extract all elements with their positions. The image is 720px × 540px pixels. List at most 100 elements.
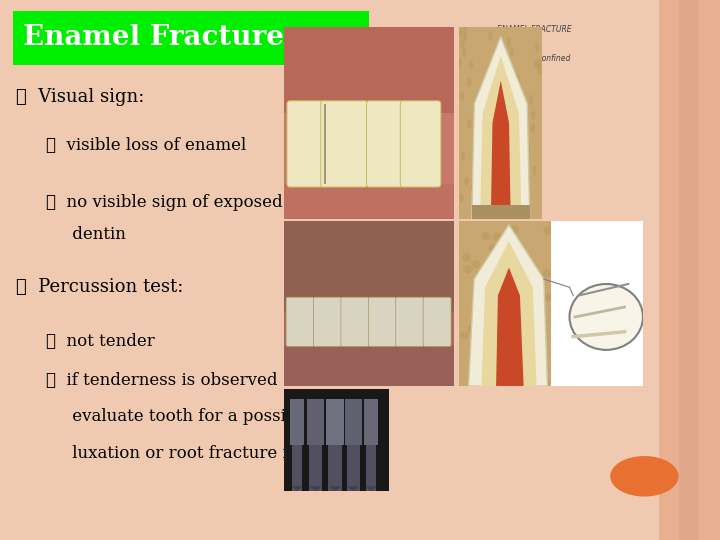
Circle shape (462, 253, 471, 262)
Circle shape (493, 158, 498, 167)
Circle shape (461, 152, 465, 161)
Circle shape (534, 59, 539, 69)
Bar (459, 221, 552, 386)
Bar (328, 445, 342, 491)
Circle shape (496, 324, 505, 332)
FancyBboxPatch shape (400, 101, 441, 187)
Circle shape (506, 205, 510, 214)
Circle shape (544, 226, 552, 234)
Bar (289, 399, 305, 445)
Polygon shape (469, 225, 547, 386)
Circle shape (467, 77, 472, 87)
Bar (292, 445, 302, 491)
Polygon shape (472, 37, 530, 219)
Circle shape (490, 162, 494, 172)
Circle shape (518, 92, 522, 102)
Circle shape (488, 244, 498, 252)
Circle shape (513, 296, 522, 304)
Circle shape (516, 74, 520, 84)
Circle shape (482, 144, 485, 153)
Circle shape (531, 123, 535, 133)
Circle shape (508, 181, 512, 191)
Circle shape (510, 47, 514, 57)
Circle shape (489, 303, 498, 312)
Text: ✓  no visible sign of exposed: ✓ no visible sign of exposed (46, 194, 283, 211)
Polygon shape (480, 56, 521, 219)
Text: ➤  Percussion test:: ➤ Percussion test: (17, 278, 184, 296)
Circle shape (516, 305, 526, 313)
Text: luxation or root fracture injury: luxation or root fracture injury (46, 444, 332, 462)
Circle shape (467, 119, 472, 129)
Text: A fracture confined
structure.: A fracture confined structure. (498, 54, 571, 73)
Circle shape (470, 184, 474, 193)
Polygon shape (328, 486, 342, 491)
Polygon shape (496, 267, 523, 386)
Bar (552, 221, 643, 386)
Circle shape (507, 37, 511, 47)
Circle shape (532, 166, 536, 176)
Circle shape (488, 32, 492, 41)
Circle shape (542, 269, 552, 278)
FancyBboxPatch shape (341, 297, 369, 347)
Circle shape (460, 92, 464, 102)
Circle shape (521, 176, 526, 185)
Polygon shape (482, 241, 536, 386)
Circle shape (483, 117, 487, 126)
Circle shape (526, 173, 531, 183)
Polygon shape (310, 486, 322, 491)
Circle shape (533, 304, 542, 313)
Circle shape (539, 360, 547, 368)
Circle shape (495, 63, 499, 73)
Bar (13, 11, 369, 65)
Circle shape (485, 202, 489, 211)
Circle shape (459, 331, 469, 339)
Polygon shape (347, 486, 359, 491)
Circle shape (508, 336, 516, 345)
Circle shape (517, 249, 526, 258)
Circle shape (476, 292, 485, 300)
Text: ENAMEL FRACTURE: ENAMEL FRACTURE (498, 25, 572, 34)
Circle shape (490, 371, 499, 380)
Bar (310, 445, 322, 491)
Circle shape (487, 192, 491, 201)
Text: ✓  visible loss of enamel: ✓ visible loss of enamel (46, 137, 246, 154)
Circle shape (514, 130, 518, 139)
Circle shape (483, 306, 492, 314)
Circle shape (532, 360, 541, 369)
FancyBboxPatch shape (396, 297, 423, 347)
Circle shape (501, 370, 510, 379)
Circle shape (503, 179, 507, 188)
Circle shape (479, 87, 483, 97)
Circle shape (538, 65, 541, 75)
Bar (284, 184, 454, 219)
Circle shape (537, 59, 541, 69)
Polygon shape (292, 486, 302, 491)
Circle shape (483, 114, 487, 124)
FancyBboxPatch shape (423, 297, 451, 347)
Circle shape (492, 233, 502, 241)
Circle shape (474, 307, 484, 316)
Text: Enamel Fracture: Enamel Fracture (23, 24, 284, 51)
Bar (347, 445, 359, 491)
Circle shape (515, 321, 524, 329)
FancyBboxPatch shape (313, 297, 341, 347)
Circle shape (467, 326, 477, 334)
Circle shape (495, 263, 504, 271)
Circle shape (481, 232, 490, 240)
Circle shape (472, 179, 477, 188)
Circle shape (503, 258, 512, 267)
FancyBboxPatch shape (369, 297, 396, 347)
Circle shape (469, 60, 473, 70)
Bar (366, 445, 377, 491)
Circle shape (497, 264, 506, 272)
Circle shape (544, 293, 554, 301)
Bar (324, 104, 326, 184)
Circle shape (458, 58, 462, 67)
Bar (345, 399, 361, 445)
Circle shape (518, 99, 522, 109)
Polygon shape (366, 486, 377, 491)
Circle shape (480, 300, 489, 308)
Circle shape (493, 312, 503, 320)
Circle shape (483, 152, 487, 161)
Text: ➤  Visual sign:: ➤ Visual sign: (17, 88, 145, 106)
